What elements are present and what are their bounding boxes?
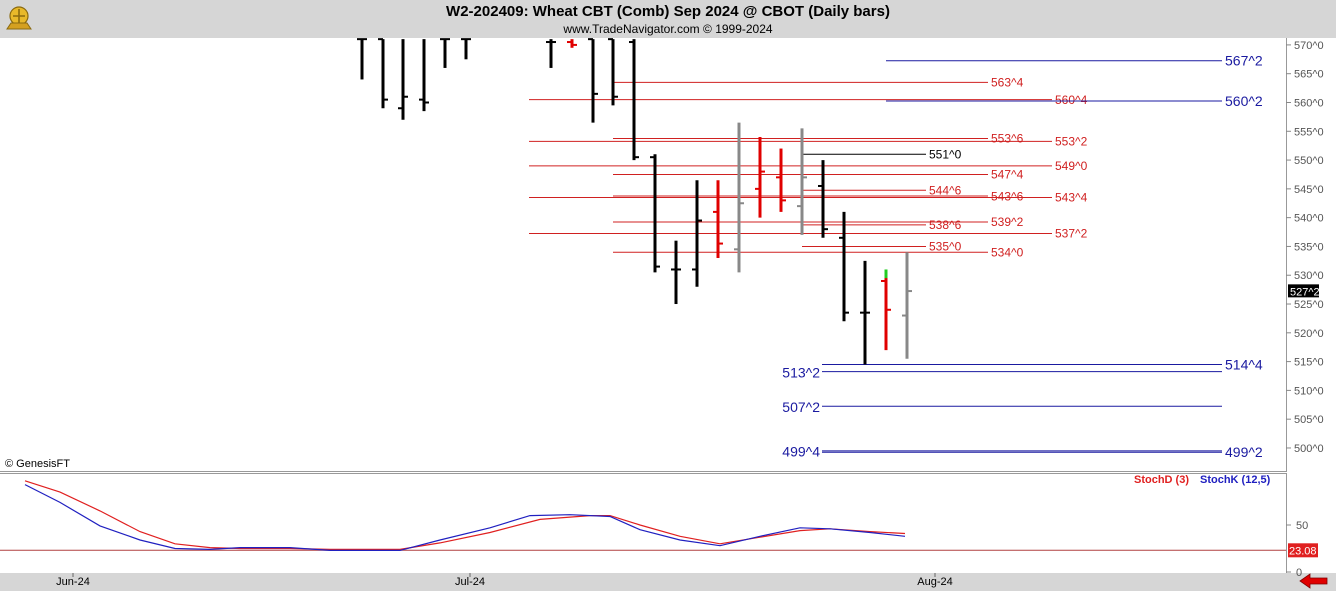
level-label: 543^4 — [1055, 191, 1088, 205]
level-label: 549^0 — [1055, 159, 1088, 173]
level-label: 507^2 — [782, 399, 820, 415]
level-label: 513^2 — [782, 365, 820, 381]
level-label: 563^4 — [991, 76, 1024, 90]
stochk-line — [24, 484, 906, 552]
legend-stochd: StochD (3) — [1134, 474, 1189, 486]
level-label: 514^4 — [1225, 356, 1263, 372]
last-price-label: 527^2 — [1290, 286, 1320, 298]
y-tick-label: 555^0 — [1294, 126, 1324, 138]
y-tick-label: 560^0 — [1294, 97, 1324, 109]
stochastic-panel[interactable] — [0, 473, 1287, 574]
level-label: 547^4 — [991, 168, 1024, 182]
level-label: 539^2 — [991, 215, 1024, 229]
y-tick-label: 545^0 — [1294, 184, 1324, 196]
level-label: 537^2 — [1055, 227, 1088, 241]
y-tick-label: 520^0 — [1294, 328, 1324, 340]
y-tick-label: 500^0 — [1294, 443, 1324, 455]
y-tick-label: 515^0 — [1294, 357, 1324, 369]
stochd-line — [24, 480, 906, 551]
price-axis — [1287, 38, 1336, 571]
level-label: 560^2 — [1225, 93, 1263, 109]
level-label: 553^2 — [1055, 135, 1088, 149]
y-tick-label: 565^0 — [1294, 69, 1324, 81]
last-price-marker — [1288, 284, 1319, 298]
stoch-value-label: 23.08 — [1289, 545, 1317, 557]
y-tick-label: 550^0 — [1294, 155, 1324, 167]
y-tick-label: 535^0 — [1294, 241, 1324, 253]
x-tick-label: Jun-24 — [56, 576, 90, 588]
x-tick-label: Aug-24 — [917, 576, 952, 588]
price-panel[interactable] — [0, 38, 1287, 472]
level-label: 538^6 — [929, 218, 962, 232]
date-axis — [0, 573, 1336, 591]
x-tick-label: Jul-24 — [455, 576, 485, 588]
level-label: 535^0 — [929, 240, 962, 254]
stoch-tick-label: 0 — [1296, 567, 1302, 579]
y-tick-label: 540^0 — [1294, 213, 1324, 225]
level-label: 499^4 — [782, 444, 820, 460]
legend-stochk: StochK (12,5) — [1200, 474, 1271, 486]
level-label: 499^2 — [1225, 444, 1263, 460]
level-label: 534^0 — [991, 245, 1024, 259]
stoch-tick-label: 50 — [1296, 520, 1308, 532]
y-tick-label: 505^0 — [1294, 414, 1324, 426]
level-label: 560^4 — [1055, 93, 1088, 107]
level-label: 544^6 — [929, 183, 962, 197]
y-tick-label: 570^0 — [1294, 40, 1324, 52]
y-tick-label: 510^0 — [1294, 385, 1324, 397]
copyright-label: © GenesisFT — [5, 458, 70, 470]
chart-header: W2-202409: Wheat CBT (Comb) Sep 2024 @ C… — [0, 0, 1336, 38]
level-label: 567^2 — [1225, 53, 1263, 69]
y-tick-label: 525^0 — [1294, 299, 1324, 311]
level-label: 543^6 — [991, 189, 1024, 203]
chart-title: W2-202409: Wheat CBT (Comb) Sep 2024 @ C… — [446, 3, 890, 20]
y-tick-label: 530^0 — [1294, 270, 1324, 282]
scroll-left-arrow-icon[interactable] — [1299, 573, 1328, 589]
level-label: 551^0 — [929, 148, 962, 162]
chart-subtitle: www.TradeNavigator.com © 1999-2024 — [563, 22, 773, 36]
stoch-value-marker — [1288, 543, 1318, 558]
level-label: 553^6 — [991, 132, 1024, 146]
trade-navigator-logo-icon — [3, 3, 35, 35]
